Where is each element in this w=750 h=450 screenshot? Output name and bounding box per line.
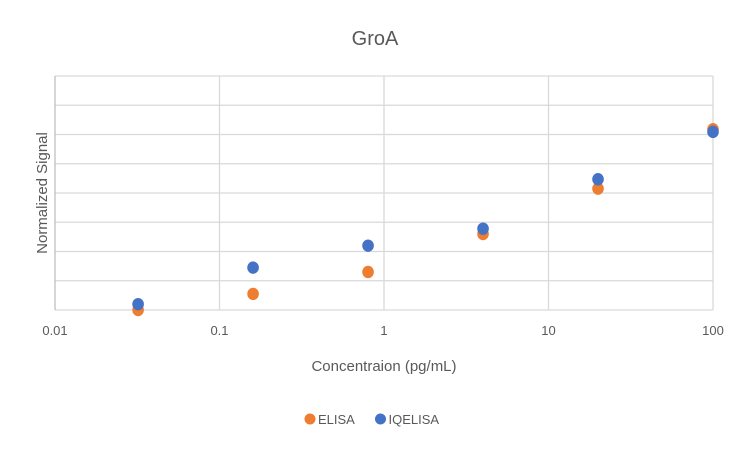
legend: ELISA IQELISA xyxy=(304,412,440,427)
point-elisa xyxy=(592,182,604,195)
x-tick-label: 1 xyxy=(380,323,387,338)
gridlines xyxy=(54,75,714,311)
point-iqelisa xyxy=(592,173,604,186)
point-iqelisa xyxy=(477,222,489,235)
legend-marker-elisa xyxy=(304,413,316,425)
legend-marker-iqelisa xyxy=(375,413,386,425)
legend-label-elisa: ELISA xyxy=(318,412,355,427)
data-points xyxy=(132,123,719,317)
point-elisa xyxy=(247,287,259,301)
point-iqelisa xyxy=(707,125,719,139)
x-tick-label: 10 xyxy=(541,323,555,338)
chart-title: GroA xyxy=(352,28,399,50)
x-tick-labels: 0.01 0.1 1 10 100 xyxy=(42,323,724,338)
point-iqelisa xyxy=(132,297,144,311)
point-elisa xyxy=(362,265,374,279)
point-iqelisa xyxy=(362,239,374,252)
point-iqelisa xyxy=(247,261,259,274)
x-tick-label: 0.1 xyxy=(210,323,228,338)
y-axis-label: Normalized Signal xyxy=(34,132,51,254)
legend-label-iqelisa: IQELISA xyxy=(389,412,440,427)
x-axis-label: Concentraion (pg/mL) xyxy=(311,358,456,375)
x-tick-label: 0.01 xyxy=(42,323,67,338)
x-tick-label: 100 xyxy=(702,323,724,338)
